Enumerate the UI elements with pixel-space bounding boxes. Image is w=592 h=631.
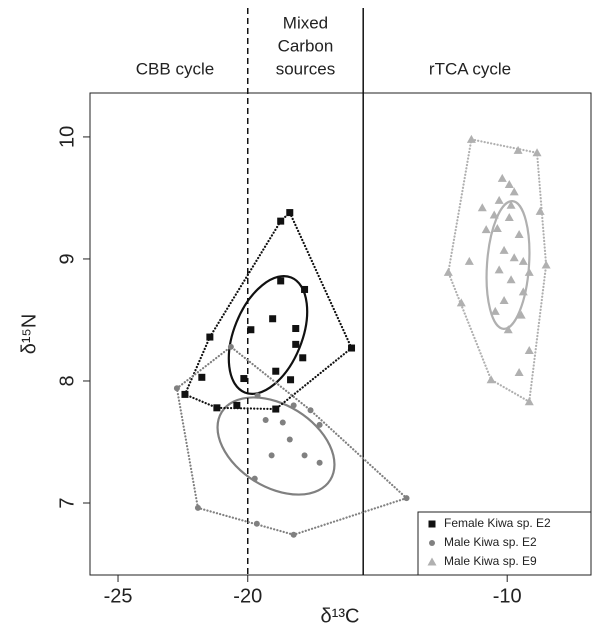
legend-marker — [428, 520, 436, 528]
point — [299, 354, 307, 362]
point — [456, 298, 466, 307]
point — [292, 325, 300, 333]
y-tick-label: 8 — [56, 375, 78, 386]
point — [403, 495, 410, 502]
point — [443, 267, 453, 276]
ellipse — [485, 200, 531, 330]
point — [503, 325, 513, 334]
point — [489, 210, 499, 219]
point — [464, 256, 474, 265]
point — [481, 225, 491, 234]
point — [181, 390, 189, 398]
point — [198, 373, 206, 381]
point — [518, 287, 528, 296]
point — [247, 326, 255, 334]
plot-frame — [89, 92, 592, 576]
point — [466, 134, 476, 143]
legend-marker — [429, 540, 435, 546]
point — [251, 475, 258, 482]
point — [287, 376, 295, 384]
y-tick-label: 9 — [56, 253, 78, 264]
ellipse — [227, 275, 309, 395]
region-label: sources — [276, 59, 336, 78]
point — [513, 145, 523, 154]
point — [509, 253, 519, 262]
point — [316, 459, 323, 466]
region-label: rTCA cycle — [429, 59, 511, 78]
point — [272, 367, 280, 375]
point — [279, 419, 286, 426]
x-tick-label: -20 — [233, 585, 262, 607]
point — [173, 385, 180, 392]
point — [524, 267, 534, 276]
point — [509, 187, 519, 196]
point — [233, 401, 241, 409]
point — [307, 407, 314, 414]
point — [516, 310, 526, 319]
point — [286, 436, 293, 443]
point — [490, 306, 500, 315]
point — [499, 245, 509, 254]
x-axis-label: δ¹³C — [321, 605, 360, 627]
point — [316, 421, 323, 428]
point — [535, 206, 545, 215]
point — [524, 397, 534, 406]
y-tick-label: 7 — [56, 497, 78, 508]
legend-label: Male Kiwa sp. E2 — [444, 535, 537, 549]
point — [514, 367, 524, 376]
point — [532, 148, 542, 157]
region-label: Mixed — [283, 13, 328, 32]
point — [497, 173, 507, 182]
point — [254, 392, 261, 399]
point — [268, 452, 275, 459]
point — [277, 217, 285, 225]
point — [272, 405, 280, 413]
point — [290, 531, 297, 538]
region-label: CBB cycle — [136, 59, 214, 78]
point — [227, 343, 234, 350]
y-tick-label: 10 — [56, 126, 78, 148]
point — [499, 295, 509, 304]
point — [240, 375, 248, 383]
hull — [183, 210, 353, 411]
point — [477, 203, 487, 212]
point — [486, 375, 496, 384]
point — [524, 345, 534, 354]
x-tick-label: -10 — [493, 585, 522, 607]
legend-label: Female Kiwa sp. E2 — [444, 516, 551, 530]
y-axis-label: δ¹⁵N — [18, 314, 40, 355]
legend-box — [417, 511, 592, 576]
point — [277, 277, 285, 285]
legend-marker — [427, 557, 437, 566]
ellipses — [216, 200, 531, 496]
point — [301, 452, 308, 459]
point — [253, 520, 260, 527]
point — [518, 256, 528, 265]
point — [504, 180, 514, 189]
x-tick-label: -25 — [104, 585, 133, 607]
region-label: Carbon — [278, 36, 334, 55]
ellipse — [216, 396, 336, 496]
point — [494, 265, 504, 274]
point — [269, 315, 277, 323]
point — [292, 340, 300, 348]
point — [301, 285, 309, 293]
point — [262, 417, 269, 424]
point — [213, 404, 221, 412]
point — [206, 333, 214, 341]
point — [290, 402, 297, 409]
point — [494, 195, 504, 204]
legend-label: Male Kiwa sp. E9 — [444, 554, 537, 568]
point — [194, 504, 201, 511]
point — [286, 209, 294, 217]
point — [506, 200, 516, 209]
point — [348, 344, 356, 352]
point — [514, 230, 524, 239]
point — [541, 260, 551, 269]
point — [504, 212, 514, 221]
point — [492, 223, 502, 232]
point — [506, 275, 516, 284]
